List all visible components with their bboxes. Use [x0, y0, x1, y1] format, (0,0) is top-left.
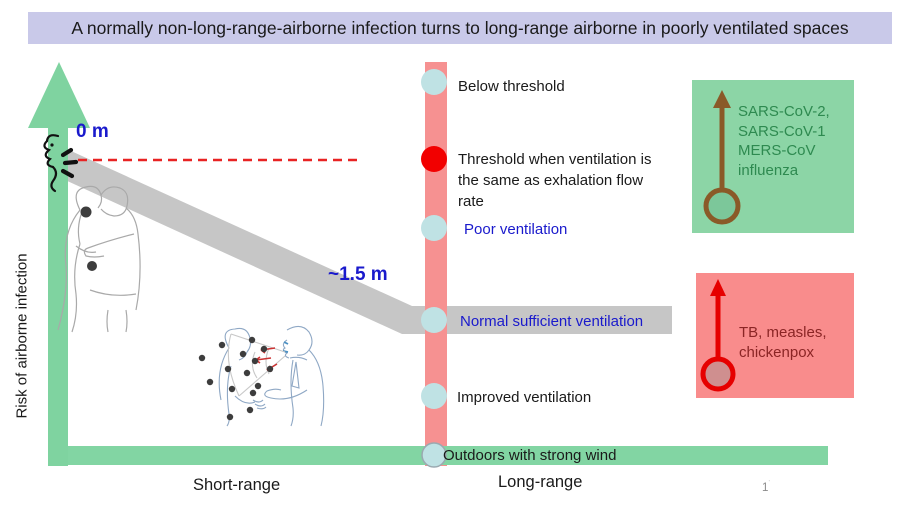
- marker-outdoors: [421, 442, 447, 468]
- red-box-pathogens: TB, measles, chickenpox: [739, 323, 827, 363]
- page-number-value: 1: [762, 481, 769, 494]
- red-box-circle: [700, 356, 736, 392]
- marker-improved-ventilation: [421, 383, 447, 409]
- scale-label-outdoors: Outdoors with strong wind: [443, 447, 617, 464]
- red-box-line2: chickenpox: [739, 344, 815, 361]
- scale-label-threshold-line3: rate: [458, 193, 484, 210]
- red-box-line1: TB, measles,: [739, 324, 827, 341]
- contact-point-dot: [80, 206, 92, 218]
- scale-label-improved-ventilation: Improved ventilation: [457, 389, 592, 406]
- marker-poor-ventilation: [421, 215, 447, 241]
- x-axis-short-range: Short-range: [193, 476, 281, 494]
- scale-label-threshold-line2: the same as exhalation flow: [458, 172, 644, 189]
- talking-pair-sketch: [198, 325, 325, 427]
- scale-label-normal-ventilation: Normal sufficient ventilation: [460, 313, 644, 330]
- risk-axis-arrow: [28, 62, 90, 466]
- marker-threshold: [421, 146, 447, 172]
- green-box-line4: influenza: [738, 161, 799, 179]
- risk-axis-arrowhead: [28, 62, 90, 128]
- marker-below-threshold: [421, 69, 447, 95]
- couple-close-contact-sketch: [57, 185, 141, 333]
- slide-title: A normally non-long-range-airborne infec…: [71, 18, 849, 38]
- legend-red-box: TB, measles, chickenpox: [696, 273, 854, 398]
- page-number-mark: ˙: [768, 481, 771, 488]
- gray-jet-band: [52, 146, 672, 334]
- scale-label-threshold: Threshold when ventilation is the same a…: [458, 149, 651, 212]
- scale-label-threshold-line1: Threshold when ventilation is: [458, 151, 652, 168]
- green-box-arrowhead: [713, 90, 731, 108]
- marker-normal-ventilation: [421, 307, 447, 333]
- hand-contact-dot: [87, 261, 97, 271]
- red-box-arrowhead: [710, 279, 726, 296]
- page-number: 1˙: [762, 481, 771, 494]
- coughing-face-icon: [43, 134, 79, 193]
- x-axis-long-range: Long-range: [498, 473, 583, 491]
- red-box-arrow: [700, 279, 736, 392]
- zero-distance-label: 0 m: [76, 121, 109, 142]
- green-box-line1: SARS-CoV-2,: [738, 103, 830, 120]
- title-banner: A normally non-long-range-airborne infec…: [28, 12, 892, 44]
- droplet-dots: [198, 336, 274, 421]
- green-box-pathogens: SARS-CoV-2, SARS-CoV-1 MERS-CoV influenz…: [738, 102, 830, 180]
- exhalation-cone: [227, 333, 286, 397]
- green-box-line3: MERS-CoV: [738, 142, 816, 159]
- risk-axis-shaft: [48, 126, 68, 466]
- scale-label-below-threshold: Below threshold: [458, 78, 565, 95]
- green-box-circle: [703, 187, 741, 225]
- scale-label-poor-ventilation: Poor ventilation: [464, 221, 568, 238]
- legend-green-box: SARS-CoV-2, SARS-CoV-1 MERS-CoV influenz…: [692, 80, 854, 233]
- typical-distance-label: ~1.5 m: [328, 264, 388, 285]
- green-box-arrow: [703, 90, 741, 225]
- green-box-line2: SARS-CoV-1: [738, 122, 826, 140]
